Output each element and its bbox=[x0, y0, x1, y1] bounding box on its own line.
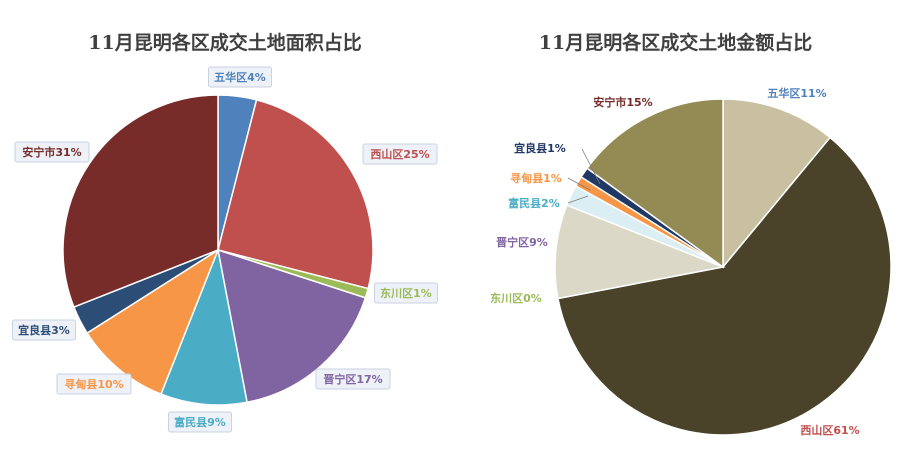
data-label-宜良县: 宜良县1% bbox=[514, 141, 566, 155]
amount-chart-title: 11月昆明各区成交土地金额占比 bbox=[538, 32, 813, 54]
pie-slice-西山区 bbox=[557, 136, 892, 436]
data-label-晋宁区: 晋宁区17% bbox=[323, 372, 382, 386]
leader-line bbox=[567, 177, 591, 191]
data-label-东川区: 东川区0% bbox=[490, 291, 542, 305]
pie-slice-安宁市 bbox=[62, 94, 219, 309]
pie-slice-富民县 bbox=[159, 247, 248, 406]
pie-slice-西山区 bbox=[217, 98, 374, 290]
area-chart-panel: 11月昆明各区成交土地面积占比 五华区4% 西山区25% 东川区1% 晋宁区17% 富民… bbox=[0, 0, 450, 456]
pie-slice-晋宁区 bbox=[217, 248, 367, 404]
data-label-box bbox=[362, 143, 438, 165]
amount-chart-panel: 11月昆明各区成交土地金额占比 五华区11% 西山区61% 东川区0% 晋宁区9% 富民… bbox=[450, 0, 901, 456]
area-pie-chart: 五华区4% 西山区25% 东川区1% 晋宁区17% 富民县9% 寻甸县10% 宜良县3% 安宁… bbox=[12, 66, 438, 433]
data-label-box bbox=[14, 141, 90, 163]
data-label-box bbox=[12, 319, 76, 341]
data-label-寻甸县: 寻甸县1% bbox=[510, 171, 562, 185]
data-label-宜良县: 宜良县3% bbox=[18, 323, 70, 337]
data-label-安宁市: 安宁市31% bbox=[22, 145, 81, 159]
pie-slice-晋宁区 bbox=[554, 204, 726, 300]
data-label-富民县: 富民县9% bbox=[174, 415, 226, 429]
area-chart-title: 11月昆明各区成交土地面积占比 bbox=[88, 32, 362, 54]
data-label-寻甸县: 寻甸县10% bbox=[64, 377, 123, 391]
data-label-东川区: 东川区1% bbox=[380, 286, 432, 300]
data-label-富民县: 富民县2% bbox=[508, 196, 560, 210]
data-label-box bbox=[315, 368, 391, 390]
data-label-晋宁区: 晋宁区9% bbox=[496, 235, 548, 249]
data-label-box bbox=[208, 66, 272, 88]
pie-slice-寻甸县 bbox=[86, 248, 220, 396]
data-label-西山区: 西山区61% bbox=[800, 423, 859, 437]
data-label-box bbox=[374, 282, 438, 304]
data-label-西山区: 西山区25% bbox=[370, 147, 429, 161]
leader-line bbox=[581, 148, 601, 185]
pie-slice-安宁市 bbox=[586, 98, 724, 269]
pie-slice-五华区 bbox=[722, 98, 832, 270]
data-label-五华区: 五华区11% bbox=[767, 86, 826, 100]
amount-pie-chart: 五华区11% 西山区61% 东川区0% 晋宁区9% 富民县2% 寻甸县1% 宜良县1% 安宁市… bbox=[490, 86, 892, 437]
data-label-安宁市: 安宁市15% bbox=[593, 95, 652, 109]
data-label-box bbox=[168, 411, 232, 433]
data-label-五华区: 五华区4% bbox=[214, 70, 266, 84]
leader-line bbox=[567, 195, 589, 204]
data-label-box bbox=[56, 373, 132, 395]
